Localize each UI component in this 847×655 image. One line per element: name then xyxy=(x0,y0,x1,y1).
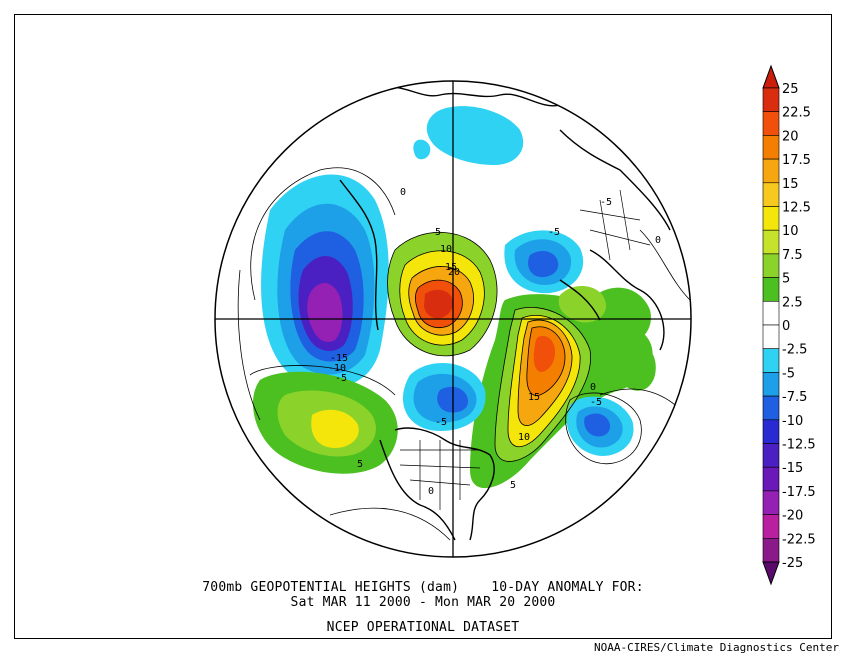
title-line-2: Sat MAR 11 2000 - Mon MAR 20 2000 xyxy=(290,595,556,610)
contour-label: 10 xyxy=(518,432,530,443)
contour-label: 5 xyxy=(510,480,516,491)
contour-label: 15 xyxy=(445,262,457,273)
colorbar-swatch xyxy=(762,135,780,160)
colorbar-label: 12.5 xyxy=(782,201,811,216)
colorbar-swatch xyxy=(762,537,780,563)
other-negative-anomalies xyxy=(402,106,634,456)
contour-lines xyxy=(237,167,691,541)
contour-label: -10 xyxy=(328,363,346,374)
colorbar-swatch xyxy=(762,490,780,515)
colorbar-label: 10 xyxy=(782,224,799,239)
colorbar-swatch xyxy=(762,300,780,326)
colorbar-label: -15 xyxy=(782,461,803,476)
colorbar-label: 22.5 xyxy=(782,106,811,121)
colorbar-swatch xyxy=(762,87,780,113)
colorbar-swatch xyxy=(762,253,780,278)
colorbar-swatch xyxy=(762,348,780,373)
figure-frame xyxy=(14,14,832,639)
coastlines xyxy=(339,86,671,541)
colorbar-swatch xyxy=(762,182,780,207)
colorbar-bottom-arrow xyxy=(762,561,780,586)
dataset-label: NCEP OPERATIONAL DATASET xyxy=(326,620,520,635)
colorbar-swatch xyxy=(762,277,780,302)
colorbar-label: -5 xyxy=(782,366,795,381)
colorbar: 25 22.5 20 17.5 15 12.5 10 7.5 5 2.5 0 -2.5 -5 -7.5 -1… xyxy=(762,64,816,586)
colorbar-swatch xyxy=(762,395,780,421)
contour-label: 0 xyxy=(428,486,434,497)
colorbar-swatch xyxy=(762,443,780,468)
hemisphere-boundary xyxy=(214,80,692,558)
subtropical-positive-anomalies xyxy=(252,285,656,474)
credit-label: NOAA-CIRES/Climate Diagnostics Center xyxy=(593,641,839,654)
contour-label: 0 xyxy=(400,187,406,198)
colorbar-label: -17.5 xyxy=(782,485,816,500)
colorbar-label: -25 xyxy=(782,556,803,571)
colorbar-label: -20 xyxy=(782,509,803,524)
contour-label: -5 xyxy=(548,227,560,238)
graticule xyxy=(215,81,691,557)
colorbar-swatch xyxy=(762,372,780,397)
colorbar-swatch xyxy=(762,229,780,255)
colorbar-label: -12.5 xyxy=(782,438,816,453)
colorbar-label: 15 xyxy=(782,177,799,192)
contour-label: -5 xyxy=(435,417,447,428)
contour-label: -5 xyxy=(600,197,612,208)
colorbar-swatch xyxy=(762,466,780,492)
pacific-negative-anomaly xyxy=(261,174,389,387)
colorbar-swatch xyxy=(762,158,780,184)
colorbar-label: 25 xyxy=(782,82,799,97)
colorbar-label: 20 xyxy=(782,129,799,144)
contour-label: 5 xyxy=(357,459,363,470)
title-line-1: 700mb GEOPOTENTIAL HEIGHTS (dam) 10-DAY … xyxy=(202,580,644,595)
colorbar-swatch xyxy=(762,324,780,350)
contour-label: -15 xyxy=(330,353,348,364)
contour-label: -5 xyxy=(590,397,602,408)
contour-label: 15 xyxy=(528,392,540,403)
country-borders xyxy=(399,189,651,510)
colorbar-swatch xyxy=(762,419,780,444)
contour-label: -5 xyxy=(335,373,347,384)
colorbar-swatch xyxy=(762,514,780,539)
colorbar-label: 0 xyxy=(782,319,790,334)
colorbar-top-arrow xyxy=(762,64,780,89)
colorbar-label: 17.5 xyxy=(782,153,811,168)
contour-label: 10 xyxy=(440,244,452,255)
colorbar-label: 2.5 xyxy=(782,295,803,310)
colorbar-label: 7.5 xyxy=(782,248,803,263)
colorbar-label: -2.5 xyxy=(782,343,807,358)
colorbar-label: 5 xyxy=(782,272,790,287)
contour-label: 20 xyxy=(448,267,460,278)
contour-label: 0 xyxy=(655,235,661,246)
colorbar-swatch xyxy=(762,206,780,231)
contour-label: 0 xyxy=(590,382,596,393)
contour-label: 5 xyxy=(435,227,441,238)
colorbar-label: -7.5 xyxy=(782,390,807,405)
colorbar-swatch xyxy=(762,111,780,136)
colorbar-label: -22.5 xyxy=(782,532,816,547)
colorbar-label: -10 xyxy=(782,414,803,429)
anomaly-fields xyxy=(237,106,691,541)
